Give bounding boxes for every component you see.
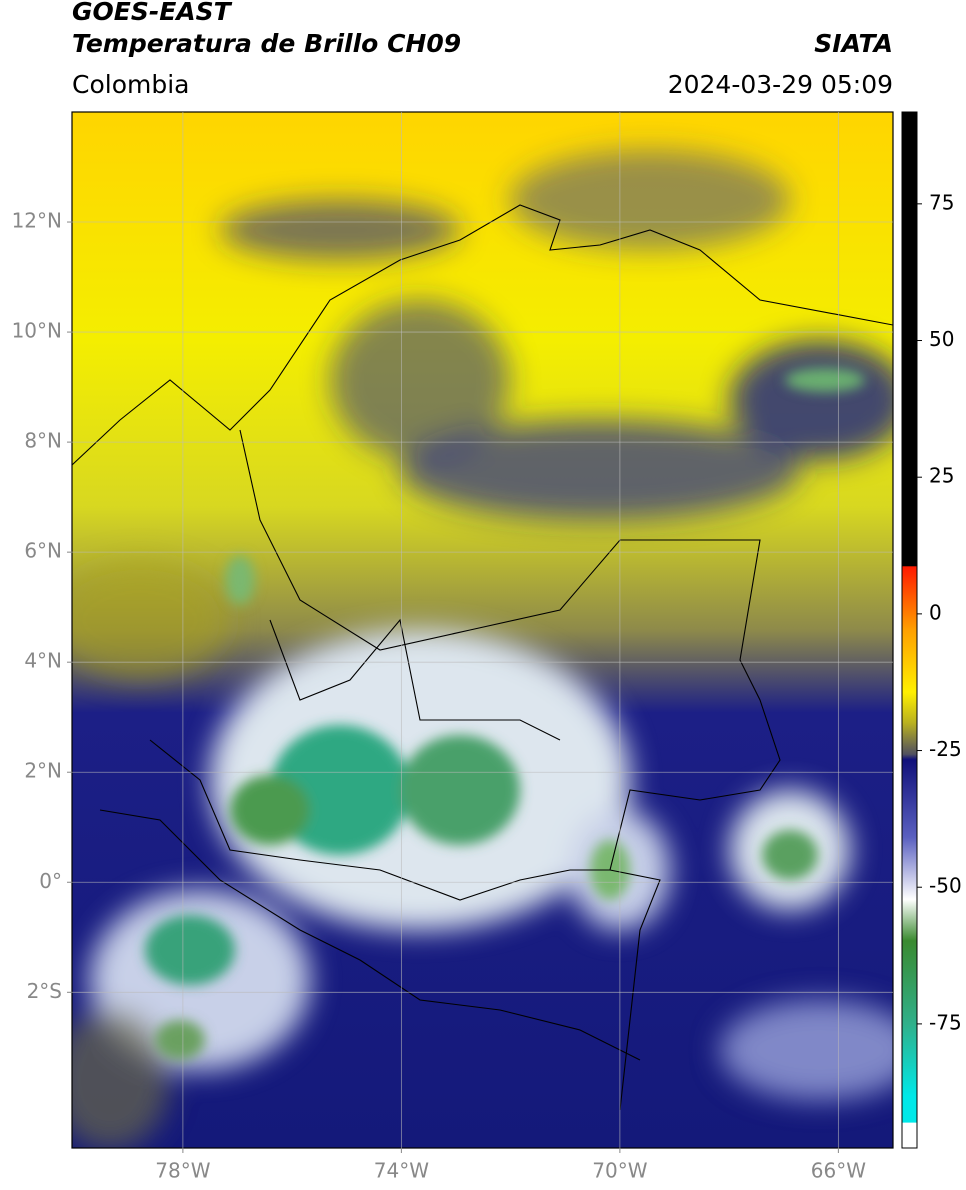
colorbar-tick-label: 0 [929,600,942,624]
map-frame [71,111,894,1149]
colorbar [901,111,918,1149]
lon-tick-label: 78°W [155,1159,210,1183]
colorbar-tick-label: -75 [929,1010,962,1034]
lon-tick-label: 70°W [592,1159,647,1183]
lat-tick-label: 6°N [24,539,62,563]
subtitle: Temperatura de Brillo CH09 [72,29,461,58]
source: SIATA [814,29,893,58]
lat-tick-label: 2°S [27,979,62,1003]
satellite-image [72,112,893,1148]
lon-tick-label: 74°W [374,1159,429,1183]
lat-tick-label: 10°N [12,319,62,343]
lat-tick-label: 8°N [24,429,62,453]
colorbar-tick-label: 75 [929,190,954,214]
lat-tick-label: 2°N [24,759,62,783]
lat-tick-label: 4°N [24,649,62,673]
lat-tick-label: 0° [39,869,62,893]
colorbar-tick-label: -50 [929,874,962,898]
colorbar-tick-label: -25 [929,737,962,761]
title: GOES-EAST [72,0,233,26]
timestamp: 2024-03-29 05:09 [668,70,893,99]
lat-tick-label: 12°N [12,209,62,233]
colorbar-tick-label: 50 [929,327,954,351]
lon-tick-label: 66°W [811,1159,866,1183]
axes: 78°W 74°W 70°W 66°W 12°N 10°N 8°N 6°N 4°N 2°N 0° 2°… [12,112,962,1183]
region: Colombia [72,70,189,99]
colorbar-tick-label: 25 [929,464,954,488]
